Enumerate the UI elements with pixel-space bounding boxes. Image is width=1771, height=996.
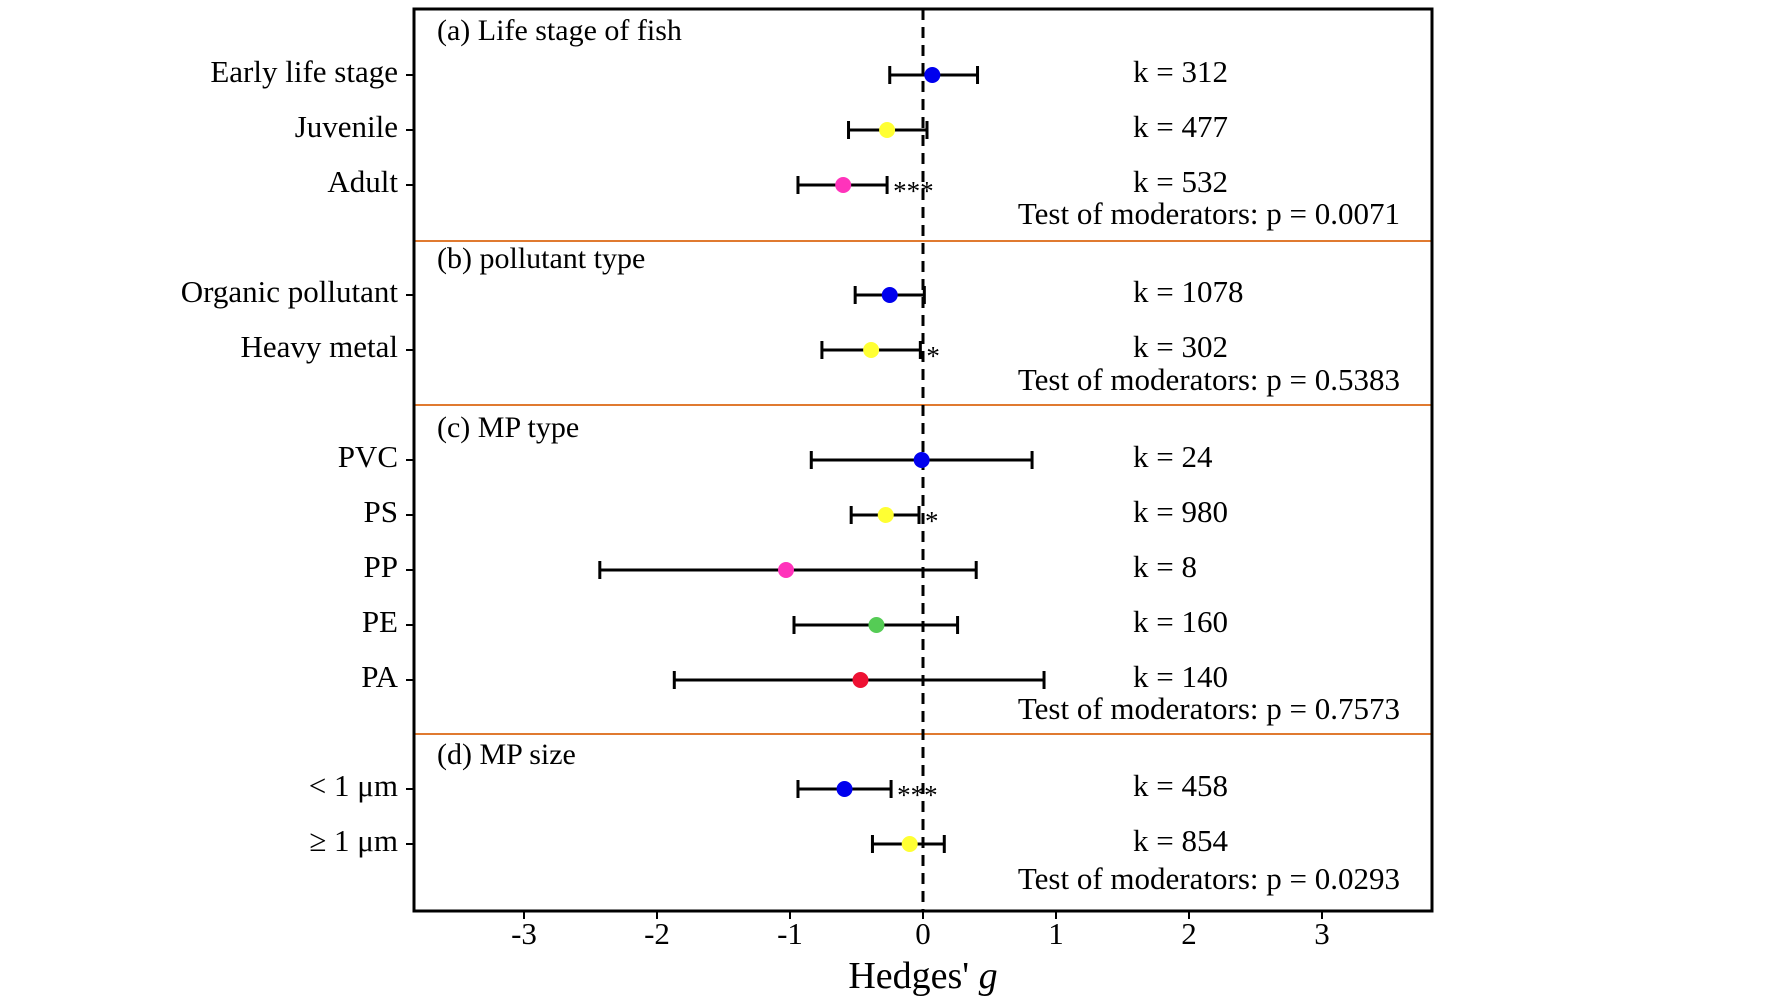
forest-row: < 1 μm *** k = 458 bbox=[309, 768, 1228, 810]
x-tick-label: -3 bbox=[511, 916, 537, 951]
x-tick-label: 2 bbox=[1181, 916, 1197, 951]
x-tick-label: 3 bbox=[1314, 916, 1330, 951]
x-axis-label-main: Hedges' bbox=[848, 955, 969, 996]
point-estimate bbox=[877, 507, 894, 523]
point-estimate bbox=[868, 617, 885, 633]
row-label: Heavy metal bbox=[240, 329, 398, 364]
point-estimate bbox=[835, 177, 852, 193]
row-label: PA bbox=[361, 659, 398, 694]
panel-title: (b) pollutant type bbox=[437, 242, 645, 275]
row-label: Early life stage bbox=[210, 54, 398, 89]
row-label: Adult bbox=[327, 164, 398, 199]
significance-marker: *** bbox=[893, 176, 934, 206]
point-estimate bbox=[913, 452, 930, 468]
forest-row: ≥ 1 μm k = 854 bbox=[309, 823, 1228, 858]
x-axis-label: Hedges' g bbox=[848, 955, 997, 996]
x-tick-label: -2 bbox=[644, 916, 670, 951]
point-estimate bbox=[852, 672, 869, 688]
point-estimate bbox=[836, 781, 853, 797]
k-label: k = 477 bbox=[1133, 109, 1228, 144]
panel-title: (d) MP size bbox=[437, 738, 576, 771]
row-label: Juvenile bbox=[295, 109, 398, 144]
row-label: ≥ 1 μm bbox=[309, 823, 398, 858]
moderator-test: Test of moderators: p = 0.5383 bbox=[1018, 362, 1400, 397]
x-tick-label: 0 bbox=[915, 916, 931, 951]
moderator-test: Test of moderators: p = 0.0293 bbox=[1018, 861, 1400, 896]
panel: (b) pollutant type Organic pollutant k = 1… bbox=[181, 242, 1400, 397]
k-label: k = 302 bbox=[1133, 329, 1228, 364]
x-tick-label: -1 bbox=[777, 916, 803, 951]
forest-row: PS * k = 980 bbox=[364, 494, 1228, 536]
forest-row: Adult *** k = 532 bbox=[327, 164, 1228, 206]
k-label: k = 140 bbox=[1133, 659, 1228, 694]
forest-row: Early life stage k = 312 bbox=[210, 54, 1228, 89]
row-label: PVC bbox=[338, 439, 398, 474]
panels-layer: (a) Life stage of fish Early life stage k … bbox=[181, 7, 1434, 913]
x-axis-label-italic: g bbox=[979, 955, 998, 996]
forest-row: Juvenile k = 477 bbox=[295, 109, 1228, 144]
panel: (a) Life stage of fish Early life stage k … bbox=[210, 14, 1400, 231]
panel: (c) MP type PVC k = 24 PS * k = 980 PP k = 8 PE k… bbox=[338, 411, 1400, 726]
k-label: k = 1078 bbox=[1133, 274, 1243, 309]
panel: (d) MP size < 1 μm *** k = 458 ≥ 1 μm k = 854… bbox=[309, 738, 1400, 896]
row-label: PS bbox=[364, 494, 398, 529]
point-estimate bbox=[778, 562, 795, 578]
x-axis: -3 -2 -1 0 1 2 3 bbox=[511, 911, 1330, 951]
k-label: k = 312 bbox=[1133, 54, 1228, 89]
significance-marker: * bbox=[926, 341, 940, 371]
forest-row: PVC k = 24 bbox=[338, 439, 1213, 474]
row-label: < 1 μm bbox=[309, 768, 398, 803]
k-label: k = 24 bbox=[1133, 439, 1213, 474]
point-estimate bbox=[924, 67, 941, 83]
point-estimate bbox=[863, 342, 880, 358]
panel-title: (c) MP type bbox=[437, 411, 579, 444]
row-label: PP bbox=[364, 549, 398, 584]
k-label: k = 160 bbox=[1133, 604, 1228, 639]
k-label: k = 854 bbox=[1133, 823, 1228, 858]
point-estimate bbox=[901, 836, 918, 852]
row-label: Organic pollutant bbox=[181, 274, 399, 309]
forest-row: Heavy metal * k = 302 bbox=[240, 329, 1228, 371]
forest-row: PA k = 140 bbox=[361, 659, 1228, 694]
panel-title: (a) Life stage of fish bbox=[437, 14, 682, 47]
k-label: k = 458 bbox=[1133, 768, 1228, 803]
forest-row: PP k = 8 bbox=[364, 549, 1197, 584]
k-label: k = 532 bbox=[1133, 164, 1228, 199]
point-estimate bbox=[879, 122, 896, 138]
moderator-test: Test of moderators: p = 0.0071 bbox=[1018, 196, 1400, 231]
forest-row: PE k = 160 bbox=[362, 604, 1228, 639]
significance-marker: * bbox=[925, 506, 939, 536]
forest-row: Organic pollutant k = 1078 bbox=[181, 274, 1244, 309]
x-tick-label: 1 bbox=[1048, 916, 1064, 951]
significance-marker: *** bbox=[897, 780, 938, 810]
row-label: PE bbox=[362, 604, 398, 639]
k-label: k = 8 bbox=[1133, 549, 1197, 584]
point-estimate bbox=[881, 287, 898, 303]
k-label: k = 980 bbox=[1133, 494, 1228, 529]
moderator-test: Test of moderators: p = 0.7573 bbox=[1018, 691, 1400, 726]
